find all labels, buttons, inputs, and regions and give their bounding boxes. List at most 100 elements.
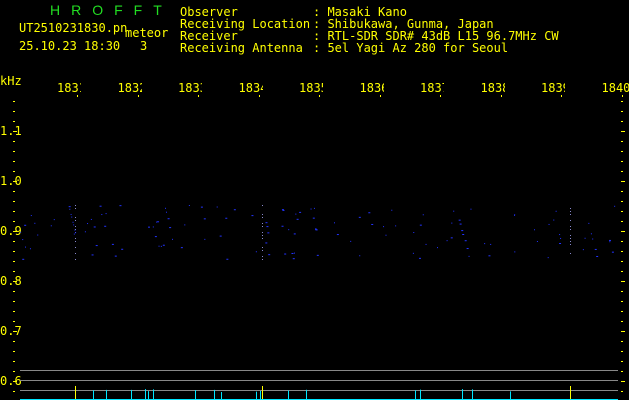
meteor-trace [75,238,76,239]
y-tick [621,281,625,282]
signal-dot [611,251,614,253]
signal-dot [167,218,170,220]
y-tick [621,151,623,152]
signal-dot [148,226,151,228]
meteor-trace [570,211,571,212]
signal-dot [34,222,36,224]
x-tick [198,95,199,97]
mode-label: meteor [125,26,169,40]
y-tick [621,321,623,322]
antenna-value: : 5el Yagi Az 280 for Seoul [313,41,509,55]
y-tick [13,271,15,272]
signal-dot [458,219,461,221]
signal-dot [293,252,295,254]
meteor-trace [75,241,76,242]
y-tick [13,321,15,322]
signal-dot [73,224,75,226]
signal-dot [412,252,414,254]
signal-dot [553,219,555,221]
signal-dot [450,237,453,239]
signal-dot [71,216,73,218]
x-tick [258,95,260,97]
x-tick-label: 1838 [480,81,505,95]
signal-dot [453,210,455,212]
signal-dot [95,245,98,247]
signal-dot [69,208,71,210]
signal-dot [418,257,421,259]
signal-dot [293,233,296,235]
signal-dot [459,223,462,225]
y-tick [621,251,623,252]
y-tick [621,221,623,222]
signal-dot [99,205,102,207]
y-tick [621,341,623,342]
x-tick-label: 1837 [420,81,444,95]
y-tick [13,311,15,312]
y-tick [13,111,15,112]
y-tick [621,271,623,272]
signal-dot [582,249,584,251]
x-tick [561,95,562,97]
signal-dot [462,234,465,236]
y-tick [13,191,15,192]
signal-dot [165,207,167,209]
y-tick [621,311,623,312]
signal-dot [22,239,24,241]
y-tick [13,161,15,162]
y-tick [621,291,623,292]
signal-dot [157,221,160,223]
signal-dot [371,223,374,225]
signal-dot [268,254,271,256]
signal-dot [470,208,472,210]
y-tick [621,211,623,212]
signal-dot [251,215,254,217]
signal-dot [30,215,32,217]
signal-dot [84,231,86,233]
y-tick-label: 0.6 [0,374,22,388]
meteor-trace [75,253,76,254]
signal-dot [75,232,77,234]
signal-dot [466,248,469,250]
x-tick [621,95,623,97]
signal-dot [560,237,562,239]
meteor-trace [262,205,263,206]
filename: UT2510231830.pn [19,21,128,35]
signal-dot [188,205,190,207]
signal-dot [310,208,312,210]
signal-dot [72,221,74,223]
location-label: Receiving Location [180,17,311,31]
signal-dot [468,255,470,257]
signal-dot [358,216,361,218]
y-tick [13,141,15,142]
y-tick [621,261,623,262]
x-tick-label: 1839 [541,81,565,95]
y-tick [13,151,15,152]
signal-dot [169,227,172,229]
signal-dot [111,243,114,245]
signal-dot [184,224,186,226]
signal-dot [162,244,165,246]
signal-dot [313,207,315,209]
y-tick [13,261,15,262]
receiver-label: Receiver [180,29,238,43]
signal-dot [114,255,117,257]
meteor-trace [570,220,571,221]
signal-dot [425,243,427,245]
meteor-trace [262,217,263,218]
signal-dot [204,238,206,240]
meteor-trace [262,226,263,227]
signal-dot [20,231,22,233]
y-tick [13,231,17,232]
signal-dot [534,229,536,231]
signal-dot [336,234,339,236]
meteor-trace [262,214,263,215]
meteor-trace [75,205,76,206]
observer-value: : Masaki Kano [313,5,407,19]
signal-dot [216,206,218,208]
y-tick [13,211,15,212]
signal-dot [73,233,75,235]
threshold-line [20,370,618,371]
y-tick-label: 0.7 [0,324,22,338]
signal-dot [255,251,257,253]
signal-dot [87,223,89,225]
